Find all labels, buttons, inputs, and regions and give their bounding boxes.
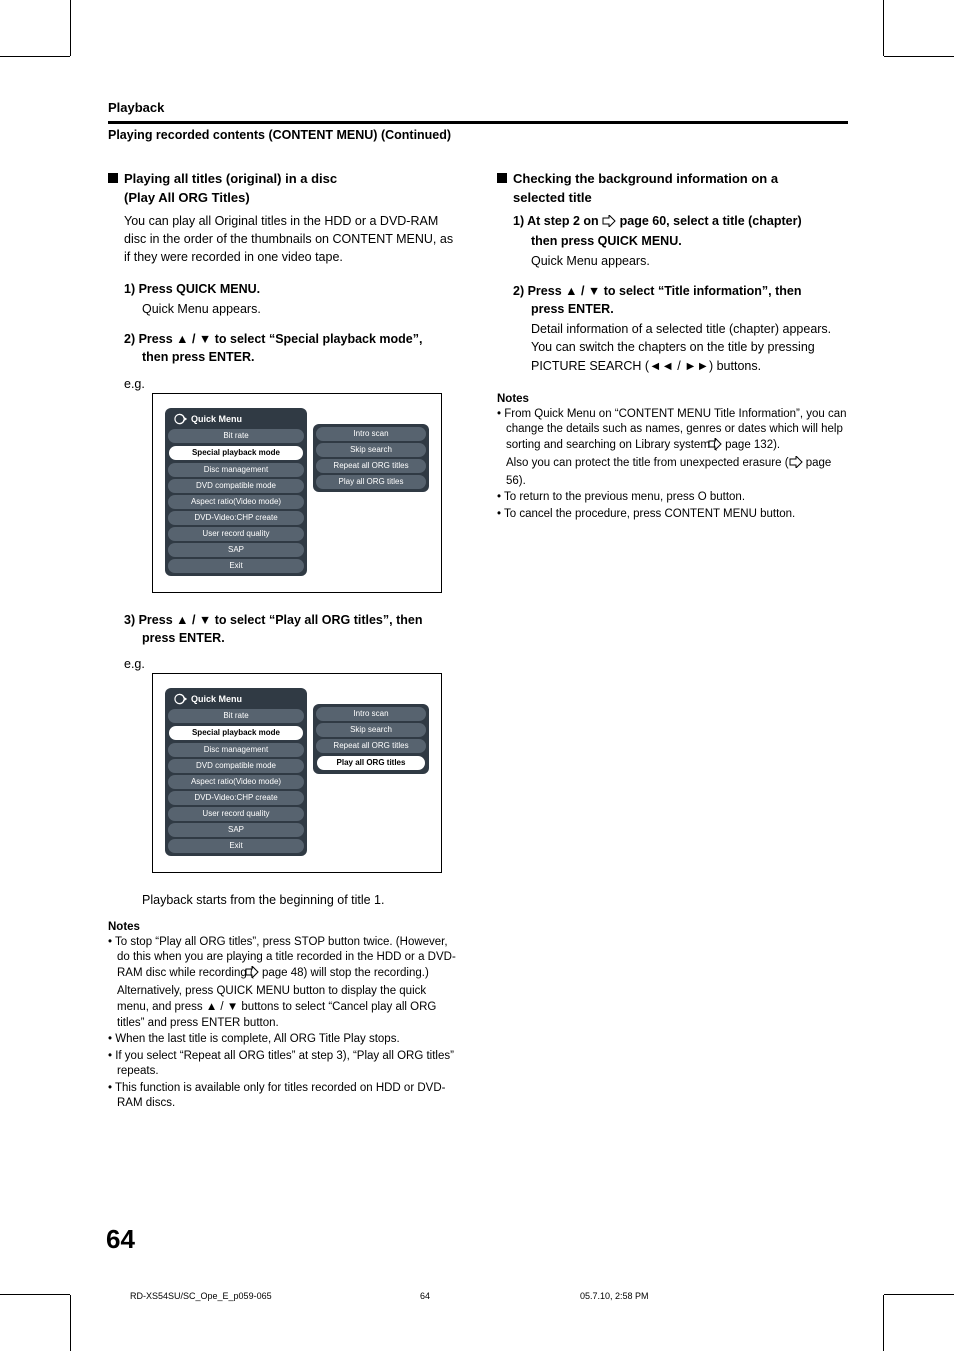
menu-item: Skip search: [316, 723, 426, 737]
bullet-square-icon: [108, 173, 118, 183]
note-item: • To return to the previous menu, press …: [497, 490, 848, 506]
example-label-1: e.g.: [108, 377, 459, 391]
heading-line1: Playing all titles (original) in a disc: [124, 171, 337, 186]
note-text: • From Quick Menu on “CONTENT MENU Title…: [497, 408, 847, 451]
quick-menu-screenshot-1: Quick MenuBit rate Special playback mode D…: [152, 393, 442, 593]
step-text: press ENTER.: [513, 300, 848, 318]
menu-item: Exit: [168, 559, 304, 573]
note-item: • When the last title is complete, All O…: [108, 1032, 459, 1048]
intro-text: You can play all Original titles in the …: [108, 212, 459, 266]
right-column: Checking the background information on a…: [497, 170, 848, 1113]
menu-item: Play all ORG titles: [316, 755, 426, 771]
menu-item: Skip search: [316, 443, 426, 457]
footer-filename: RD-XS54SU/SC_Ope_E_p059-065: [130, 1291, 420, 1301]
menu-item: Repeat all ORG titles: [316, 739, 426, 753]
notes-heading-left: Notes: [108, 921, 459, 933]
note-text: page 132).: [722, 439, 780, 451]
example-label-2: e.g.: [108, 657, 459, 671]
step-text: page 60, select a title (chapter): [616, 214, 802, 228]
menu-item: DVD compatible mode: [168, 759, 304, 773]
note-item: • To stop “Play all ORG titles”, press S…: [108, 935, 459, 984]
step-2: 2) Press ▲ / ▼ to select “Special playba…: [108, 330, 459, 366]
two-column-layout: Playing all titles (original) in a disc …: [108, 170, 848, 1113]
crop-mark: [883, 0, 884, 56]
page-number: 64: [106, 1224, 135, 1255]
quick-menu-title: Quick Menu: [168, 411, 304, 429]
menu-item: DVD compatible mode: [168, 479, 304, 493]
right-step-2-body: Detail information of a selected title (…: [497, 320, 848, 374]
step-1-body: Quick Menu appears.: [108, 300, 459, 318]
divider: [108, 121, 848, 124]
page-ref-arrow-icon: [789, 456, 803, 474]
crop-mark: [0, 56, 70, 57]
o-button-icon: O: [698, 491, 707, 503]
right-step-1-body: Quick Menu appears.: [497, 252, 848, 270]
step-3-line2: press ENTER.: [124, 629, 459, 647]
menu-item: Special playback mode: [168, 445, 304, 461]
note-item: • From Quick Menu on “CONTENT MENU Title…: [497, 407, 848, 456]
menu-item: Exit: [168, 839, 304, 853]
quick-menu-title: Quick Menu: [168, 691, 304, 709]
quick-menu-screenshot-2: Quick MenuBit rate Special playback mode D…: [152, 673, 442, 873]
page-content: Playback Playing recorded contents (CONT…: [108, 100, 848, 1113]
step-2-line2: then press ENTER.: [124, 348, 459, 366]
step-2-line1: 2) Press ▲ / ▼ to select “Special playba…: [124, 332, 422, 346]
playback-note: Playback starts from the beginning of ti…: [108, 891, 459, 909]
menu-item: DVD-Video:CHP create: [168, 511, 304, 525]
menu-item: Disc management: [168, 743, 304, 757]
menu-item: Repeat all ORG titles: [316, 459, 426, 473]
step-text: 2) Press ▲ / ▼ to select “Title informat…: [513, 284, 801, 298]
step-text: then press QUICK MENU.: [513, 232, 848, 250]
crop-mark: [70, 0, 71, 56]
left-heading: Playing all titles (original) in a disc …: [108, 170, 459, 208]
menu-item: Special playback mode: [168, 725, 304, 741]
note-item: • If you select “Repeat all ORG titles” …: [108, 1049, 459, 1080]
subtitle: Playing recorded contents (CONTENT MENU)…: [108, 128, 848, 142]
crop-mark: [0, 1294, 70, 1295]
notes-heading-right: Notes: [497, 393, 848, 405]
menu-item: Aspect ratio(Video mode): [168, 775, 304, 789]
footer-page: 64: [420, 1291, 580, 1301]
menu-item: Play all ORG titles: [316, 475, 426, 489]
menu-item: SAP: [168, 543, 304, 557]
footer: RD-XS54SU/SC_Ope_E_p059-065 64 05.7.10, …: [130, 1291, 820, 1301]
heading-line2: (Play All ORG Titles): [108, 189, 459, 208]
crop-mark: [884, 56, 954, 57]
note-item: • This function is available only for ti…: [108, 1081, 459, 1112]
step-3-line1: 3) Press ▲ / ▼ to select “Play all ORG t…: [124, 613, 422, 627]
footer-timestamp: 05.7.10, 2:58 PM: [580, 1291, 649, 1301]
menu-item: Intro scan: [316, 707, 426, 721]
note-text: page 48) will stop the recording.): [259, 967, 429, 979]
note-text: • To return to the previous menu, press: [497, 491, 698, 503]
left-column: Playing all titles (original) in a disc …: [108, 170, 459, 1113]
page-ref-arrow-icon: [602, 214, 616, 232]
crop-mark: [883, 1295, 884, 1351]
menu-item: Bit rate: [168, 709, 304, 723]
section-label: Playback: [108, 100, 848, 115]
right-heading: Checking the background information on a…: [497, 170, 848, 208]
bullet-square-icon: [497, 173, 507, 183]
step-text: 1) At step 2 on: [513, 214, 602, 228]
menu-item: Disc management: [168, 463, 304, 477]
note-sub: Also you can protect the title from unex…: [497, 456, 848, 489]
crop-mark: [70, 1295, 71, 1351]
note-text: button.: [707, 491, 745, 503]
heading-line1: Checking the background information on a: [513, 171, 778, 186]
step-1: 1) Press QUICK MENU.: [108, 280, 459, 298]
menu-item: User record quality: [168, 527, 304, 541]
menu-item: Aspect ratio(Video mode): [168, 495, 304, 509]
menu-item: User record quality: [168, 807, 304, 821]
menu-item: SAP: [168, 823, 304, 837]
heading-line2: selected title: [497, 189, 848, 208]
note-text: Also you can protect the title from unex…: [506, 457, 789, 469]
right-step-1: 1) At step 2 on page 60, select a title …: [497, 212, 848, 250]
note-item: • To cancel the procedure, press CONTENT…: [497, 507, 848, 523]
menu-item: DVD-Video:CHP create: [168, 791, 304, 805]
menu-item: Bit rate: [168, 429, 304, 443]
crop-mark: [884, 1294, 954, 1295]
step-3: 3) Press ▲ / ▼ to select “Play all ORG t…: [108, 611, 459, 647]
menu-item: Intro scan: [316, 427, 426, 441]
right-step-2: 2) Press ▲ / ▼ to select “Title informat…: [497, 282, 848, 318]
note-sub: Alternatively, press QUICK MENU button t…: [108, 984, 459, 1031]
